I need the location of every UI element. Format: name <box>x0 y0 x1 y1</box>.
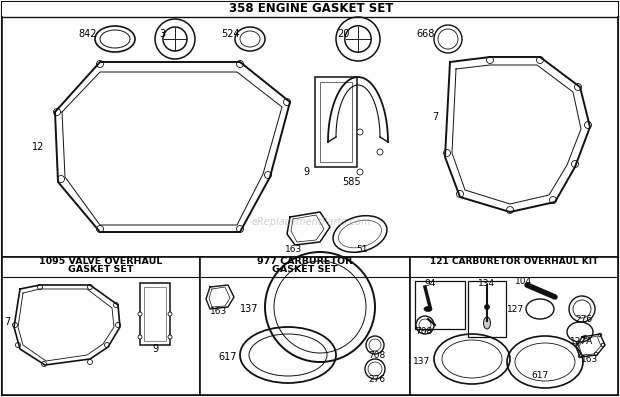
Ellipse shape <box>357 129 363 135</box>
Text: 9: 9 <box>304 167 310 177</box>
Text: 708: 708 <box>415 328 432 337</box>
Text: 12: 12 <box>32 142 44 152</box>
Text: 3: 3 <box>159 29 165 39</box>
Ellipse shape <box>138 335 142 339</box>
Ellipse shape <box>583 335 587 339</box>
Ellipse shape <box>377 149 383 155</box>
Ellipse shape <box>87 360 92 364</box>
Bar <box>2 2 618 16</box>
Bar <box>415 281 465 329</box>
Text: 51: 51 <box>356 245 368 254</box>
Bar <box>2 2 618 257</box>
Text: 617: 617 <box>531 370 549 380</box>
Text: 585: 585 <box>342 177 361 187</box>
Text: 127: 127 <box>507 304 524 314</box>
Ellipse shape <box>578 354 582 358</box>
Ellipse shape <box>265 172 272 179</box>
Ellipse shape <box>357 169 363 175</box>
Ellipse shape <box>484 304 490 310</box>
Text: 276: 276 <box>368 374 385 384</box>
Ellipse shape <box>42 362 46 366</box>
Ellipse shape <box>424 306 432 312</box>
Ellipse shape <box>87 285 92 289</box>
Ellipse shape <box>575 344 579 348</box>
Text: 276: 276 <box>575 314 593 324</box>
Ellipse shape <box>115 322 120 328</box>
Ellipse shape <box>443 150 451 156</box>
Ellipse shape <box>585 121 591 129</box>
Ellipse shape <box>97 60 104 67</box>
Text: 121 CARBURETOR OVERHAUL KIT: 121 CARBURETOR OVERHAUL KIT <box>430 258 598 266</box>
Text: 134: 134 <box>479 279 495 287</box>
Text: 104: 104 <box>515 276 533 285</box>
Ellipse shape <box>53 108 61 116</box>
Ellipse shape <box>575 83 582 91</box>
Text: 137: 137 <box>413 357 430 366</box>
Text: 163: 163 <box>581 355 598 364</box>
Ellipse shape <box>58 175 64 183</box>
Ellipse shape <box>487 56 494 64</box>
Text: GASKET SET: GASKET SET <box>68 266 134 274</box>
Text: 9: 9 <box>152 344 158 354</box>
Text: 7: 7 <box>4 317 10 327</box>
Ellipse shape <box>594 352 598 356</box>
Text: GASKET SET: GASKET SET <box>272 266 338 274</box>
Bar <box>200 257 410 395</box>
Ellipse shape <box>456 191 464 197</box>
Text: 1095 VALVE OVERHAUL: 1095 VALVE OVERHAUL <box>39 258 162 266</box>
Ellipse shape <box>283 98 291 106</box>
Ellipse shape <box>484 317 490 329</box>
Text: 163: 163 <box>210 306 228 316</box>
Ellipse shape <box>16 343 20 347</box>
Ellipse shape <box>12 322 17 328</box>
Bar <box>144 287 166 341</box>
Text: 137: 137 <box>239 304 258 314</box>
Text: 163: 163 <box>285 245 303 254</box>
Ellipse shape <box>507 206 513 214</box>
Ellipse shape <box>105 343 110 347</box>
Ellipse shape <box>37 285 43 289</box>
Ellipse shape <box>138 312 142 316</box>
Text: 524: 524 <box>221 29 239 39</box>
Ellipse shape <box>236 60 244 67</box>
Bar <box>410 257 618 395</box>
Bar <box>2 257 200 395</box>
Ellipse shape <box>536 56 544 64</box>
Bar <box>468 281 506 337</box>
Text: 358 ENGINE GASKET SET: 358 ENGINE GASKET SET <box>229 2 393 15</box>
Ellipse shape <box>168 312 172 316</box>
Ellipse shape <box>236 225 244 233</box>
Text: 617: 617 <box>218 352 236 362</box>
Ellipse shape <box>168 335 172 339</box>
Text: 20: 20 <box>337 29 349 39</box>
Bar <box>315 77 357 167</box>
Bar <box>320 82 352 162</box>
Ellipse shape <box>598 333 602 337</box>
Text: 668: 668 <box>417 29 435 39</box>
Ellipse shape <box>601 343 604 347</box>
Text: 94: 94 <box>424 279 436 287</box>
Text: 7: 7 <box>432 112 438 122</box>
Bar <box>140 283 170 345</box>
Text: 708: 708 <box>368 351 385 360</box>
Text: 977 CARBURETOR: 977 CARBURETOR <box>257 258 353 266</box>
Ellipse shape <box>113 303 118 308</box>
Text: eReplacementParts.com: eReplacementParts.com <box>251 217 371 227</box>
Ellipse shape <box>97 225 104 233</box>
Text: 842: 842 <box>79 29 97 39</box>
Text: 127A: 127A <box>570 337 593 347</box>
Ellipse shape <box>549 197 557 204</box>
Ellipse shape <box>572 160 578 168</box>
